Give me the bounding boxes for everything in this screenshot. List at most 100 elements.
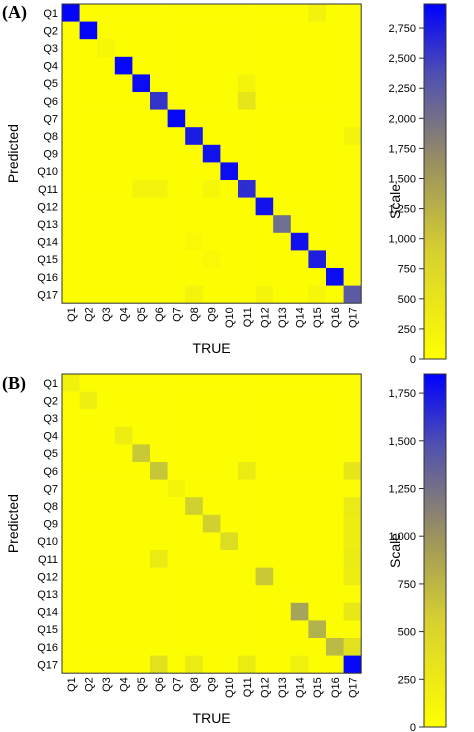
y-tick-label: Q14	[37, 237, 58, 249]
x-tick-label: Q6	[154, 307, 166, 322]
heatmap-cell	[114, 638, 133, 656]
x-tick-label: Q5	[136, 677, 148, 692]
heatmap-cell	[255, 92, 274, 110]
heatmap-cell	[326, 426, 344, 445]
heatmap-cell	[114, 409, 133, 428]
heatmap-cell	[308, 602, 327, 621]
heatmap-cell	[185, 232, 204, 251]
heatmap-cell	[273, 462, 292, 480]
heatmap-cell	[202, 180, 221, 198]
heatmap-cell	[238, 550, 256, 568]
heatmap-cell	[150, 127, 168, 146]
heatmap-cell	[290, 567, 309, 586]
heatmap-cell	[273, 250, 292, 269]
y-tick-label: Q1	[43, 378, 58, 390]
heatmap-cell	[343, 74, 362, 93]
heatmap-cell	[290, 602, 309, 621]
heatmap-cell	[290, 215, 309, 234]
heatmap-cell	[308, 127, 327, 146]
heatmap-cell	[132, 4, 151, 22]
heatmap-cell	[97, 162, 116, 181]
heatmap-cell	[290, 497, 309, 516]
heatmap-cell	[114, 197, 133, 216]
heatmap-cell	[150, 602, 168, 621]
heatmap-cell	[185, 409, 204, 428]
heatmap-cell	[326, 127, 344, 146]
heatmap-cell	[114, 144, 133, 163]
heatmap-cell	[238, 620, 256, 639]
heatmap-cell	[220, 426, 239, 445]
heatmap-cell	[220, 92, 239, 110]
heatmap-cell	[326, 550, 344, 568]
heatmap-cell	[79, 391, 98, 410]
heatmap-cell	[132, 409, 151, 428]
heatmap-cell	[185, 127, 204, 146]
heatmap-cell	[97, 409, 116, 428]
x-tick-label: Q14	[295, 677, 307, 698]
heatmap-cell	[255, 479, 274, 498]
x-tick-label: Q2	[83, 677, 95, 692]
heatmap-cell	[132, 197, 151, 216]
heatmap-cell	[114, 374, 133, 392]
heatmap-cell	[308, 21, 327, 40]
heatmap-cell	[308, 250, 327, 269]
heatmap-cell	[273, 109, 292, 128]
heatmap-cell	[114, 655, 133, 674]
heatmap-cell	[79, 638, 98, 656]
y-tick-label: Q17	[37, 289, 58, 301]
y-tick-label: Q7	[43, 113, 58, 125]
heatmap-cell	[167, 550, 186, 568]
heatmap-cell	[202, 268, 221, 286]
heatmap-cell	[220, 197, 239, 216]
heatmap-cell	[326, 479, 344, 498]
heatmap-cell	[132, 462, 151, 480]
heatmap-cell	[220, 532, 239, 551]
heatmap-cell	[132, 638, 151, 656]
y-tick-label: Q16	[37, 272, 58, 284]
x-tick-label: Q8	[189, 307, 201, 322]
heatmap-cell	[290, 268, 309, 286]
heatmap-cell	[308, 462, 327, 480]
heatmap-cell	[150, 232, 168, 251]
heatmap-cell	[114, 74, 133, 93]
heatmap-cell	[202, 162, 221, 181]
heatmap-panel-b: (B) Q1Q2Q3Q4Q5Q6Q7Q8Q9Q10Q11Q12Q13Q14Q15Q…	[2, 373, 447, 732]
heatmap-cell	[326, 109, 344, 128]
y-tick-label: Q8	[43, 501, 58, 513]
heatmap-cell	[114, 162, 133, 181]
heatmap-cell	[290, 232, 309, 251]
heatmap-cell	[238, 268, 256, 286]
heatmap-cell	[290, 462, 309, 480]
heatmap-cell	[97, 268, 116, 286]
y-tick-label: Q10	[37, 536, 58, 548]
heatmap-cell	[167, 655, 186, 674]
heatmap-cell	[62, 462, 80, 480]
heatmap-cell	[202, 462, 221, 480]
heatmap-cell	[255, 462, 274, 480]
heatmap-cell	[238, 92, 256, 110]
heatmap-cell	[150, 550, 168, 568]
heatmap-cell	[273, 285, 292, 304]
y-tick-label: Q7	[43, 483, 58, 495]
heatmap-cell	[343, 144, 362, 163]
heatmap-cell	[308, 232, 327, 251]
x-axis-title: TRUE	[193, 340, 231, 356]
y-tick-label: Q9	[43, 519, 58, 531]
heatmap-cell	[185, 4, 204, 22]
heatmap-cell	[238, 74, 256, 93]
heatmap-cell	[290, 374, 309, 392]
x-tick-label: Q11	[242, 307, 254, 327]
heatmap-cell	[255, 109, 274, 128]
heatmap-cell	[150, 180, 168, 198]
heatmap-cell	[185, 620, 204, 639]
heatmap-cell	[167, 620, 186, 639]
heatmap-cell	[220, 162, 239, 181]
heatmap-cell	[62, 127, 80, 146]
heatmap-cell	[97, 462, 116, 480]
heatmap-cell	[114, 180, 133, 198]
heatmap-cell	[185, 602, 204, 621]
heatmap-cell	[290, 39, 309, 58]
heatmap-cell	[273, 232, 292, 251]
heatmap-cell	[167, 409, 186, 428]
heatmap-cell	[62, 409, 80, 428]
